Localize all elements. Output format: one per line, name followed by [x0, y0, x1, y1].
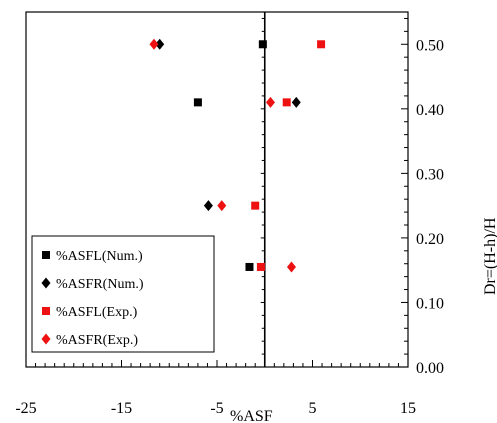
- legend: %ASFL(Num.) %ASFR(Num.) %ASFL(Exp.) %ASFR(E…: [31, 235, 215, 353]
- y-tick-label: 0.40: [416, 102, 444, 119]
- x-tick-label: 15: [400, 400, 416, 417]
- y-axis-label: Dr=(H-h)/H: [482, 217, 497, 295]
- x-tick-label: 5: [309, 400, 317, 417]
- legend-marker: [42, 307, 50, 315]
- y-tick-label: 0.00: [416, 360, 444, 377]
- legend-label: %ASFL(Exp.): [56, 305, 138, 320]
- data-point: [258, 40, 267, 49]
- data-point: [256, 262, 265, 271]
- data-point: [245, 262, 254, 271]
- x-tick-labels: -25 -15 -5 5 15: [15, 400, 416, 417]
- y-tick-label: 0.30: [416, 166, 444, 183]
- x-tick-label: -25: [15, 400, 36, 417]
- data-point: [282, 98, 291, 107]
- y-tick-label: 0.50: [416, 37, 444, 54]
- legend-marker: [42, 251, 50, 259]
- x-tick-label: -5: [210, 400, 223, 417]
- y-tick-label: 0.10: [416, 295, 444, 312]
- legend-label: %ASFR(Exp.): [56, 333, 138, 348]
- data-points: [149, 38, 326, 273]
- data-point: [291, 96, 301, 108]
- data-point: [193, 98, 202, 107]
- legend-items: %ASFL(Num.) %ASFR(Num.) %ASFL(Exp.) %ASFR(E…: [41, 249, 144, 348]
- data-point: [251, 201, 260, 210]
- y-tick-labels: 0.00 0.10 0.20 0.30 0.40 0.50: [416, 37, 444, 377]
- legend-marker: [41, 277, 51, 289]
- legend-box: [31, 235, 215, 353]
- data-point: [203, 200, 213, 212]
- data-point: [265, 96, 275, 108]
- data-point: [286, 261, 296, 273]
- x-tick-label: -15: [111, 400, 132, 417]
- legend-label: %ASFR(Num.): [56, 277, 144, 292]
- data-point: [317, 40, 326, 49]
- data-point: [217, 200, 227, 212]
- data-point: [155, 38, 165, 50]
- x-axis-label: %ASF: [230, 408, 273, 423]
- legend-marker: [41, 333, 51, 345]
- y-tick-label: 0.20: [416, 231, 444, 248]
- y-tick-marks: [260, 17, 408, 368]
- x-tick-marks: [25, 360, 409, 367]
- legend-label: %ASFL(Num.): [56, 249, 143, 264]
- data-point: [149, 38, 159, 50]
